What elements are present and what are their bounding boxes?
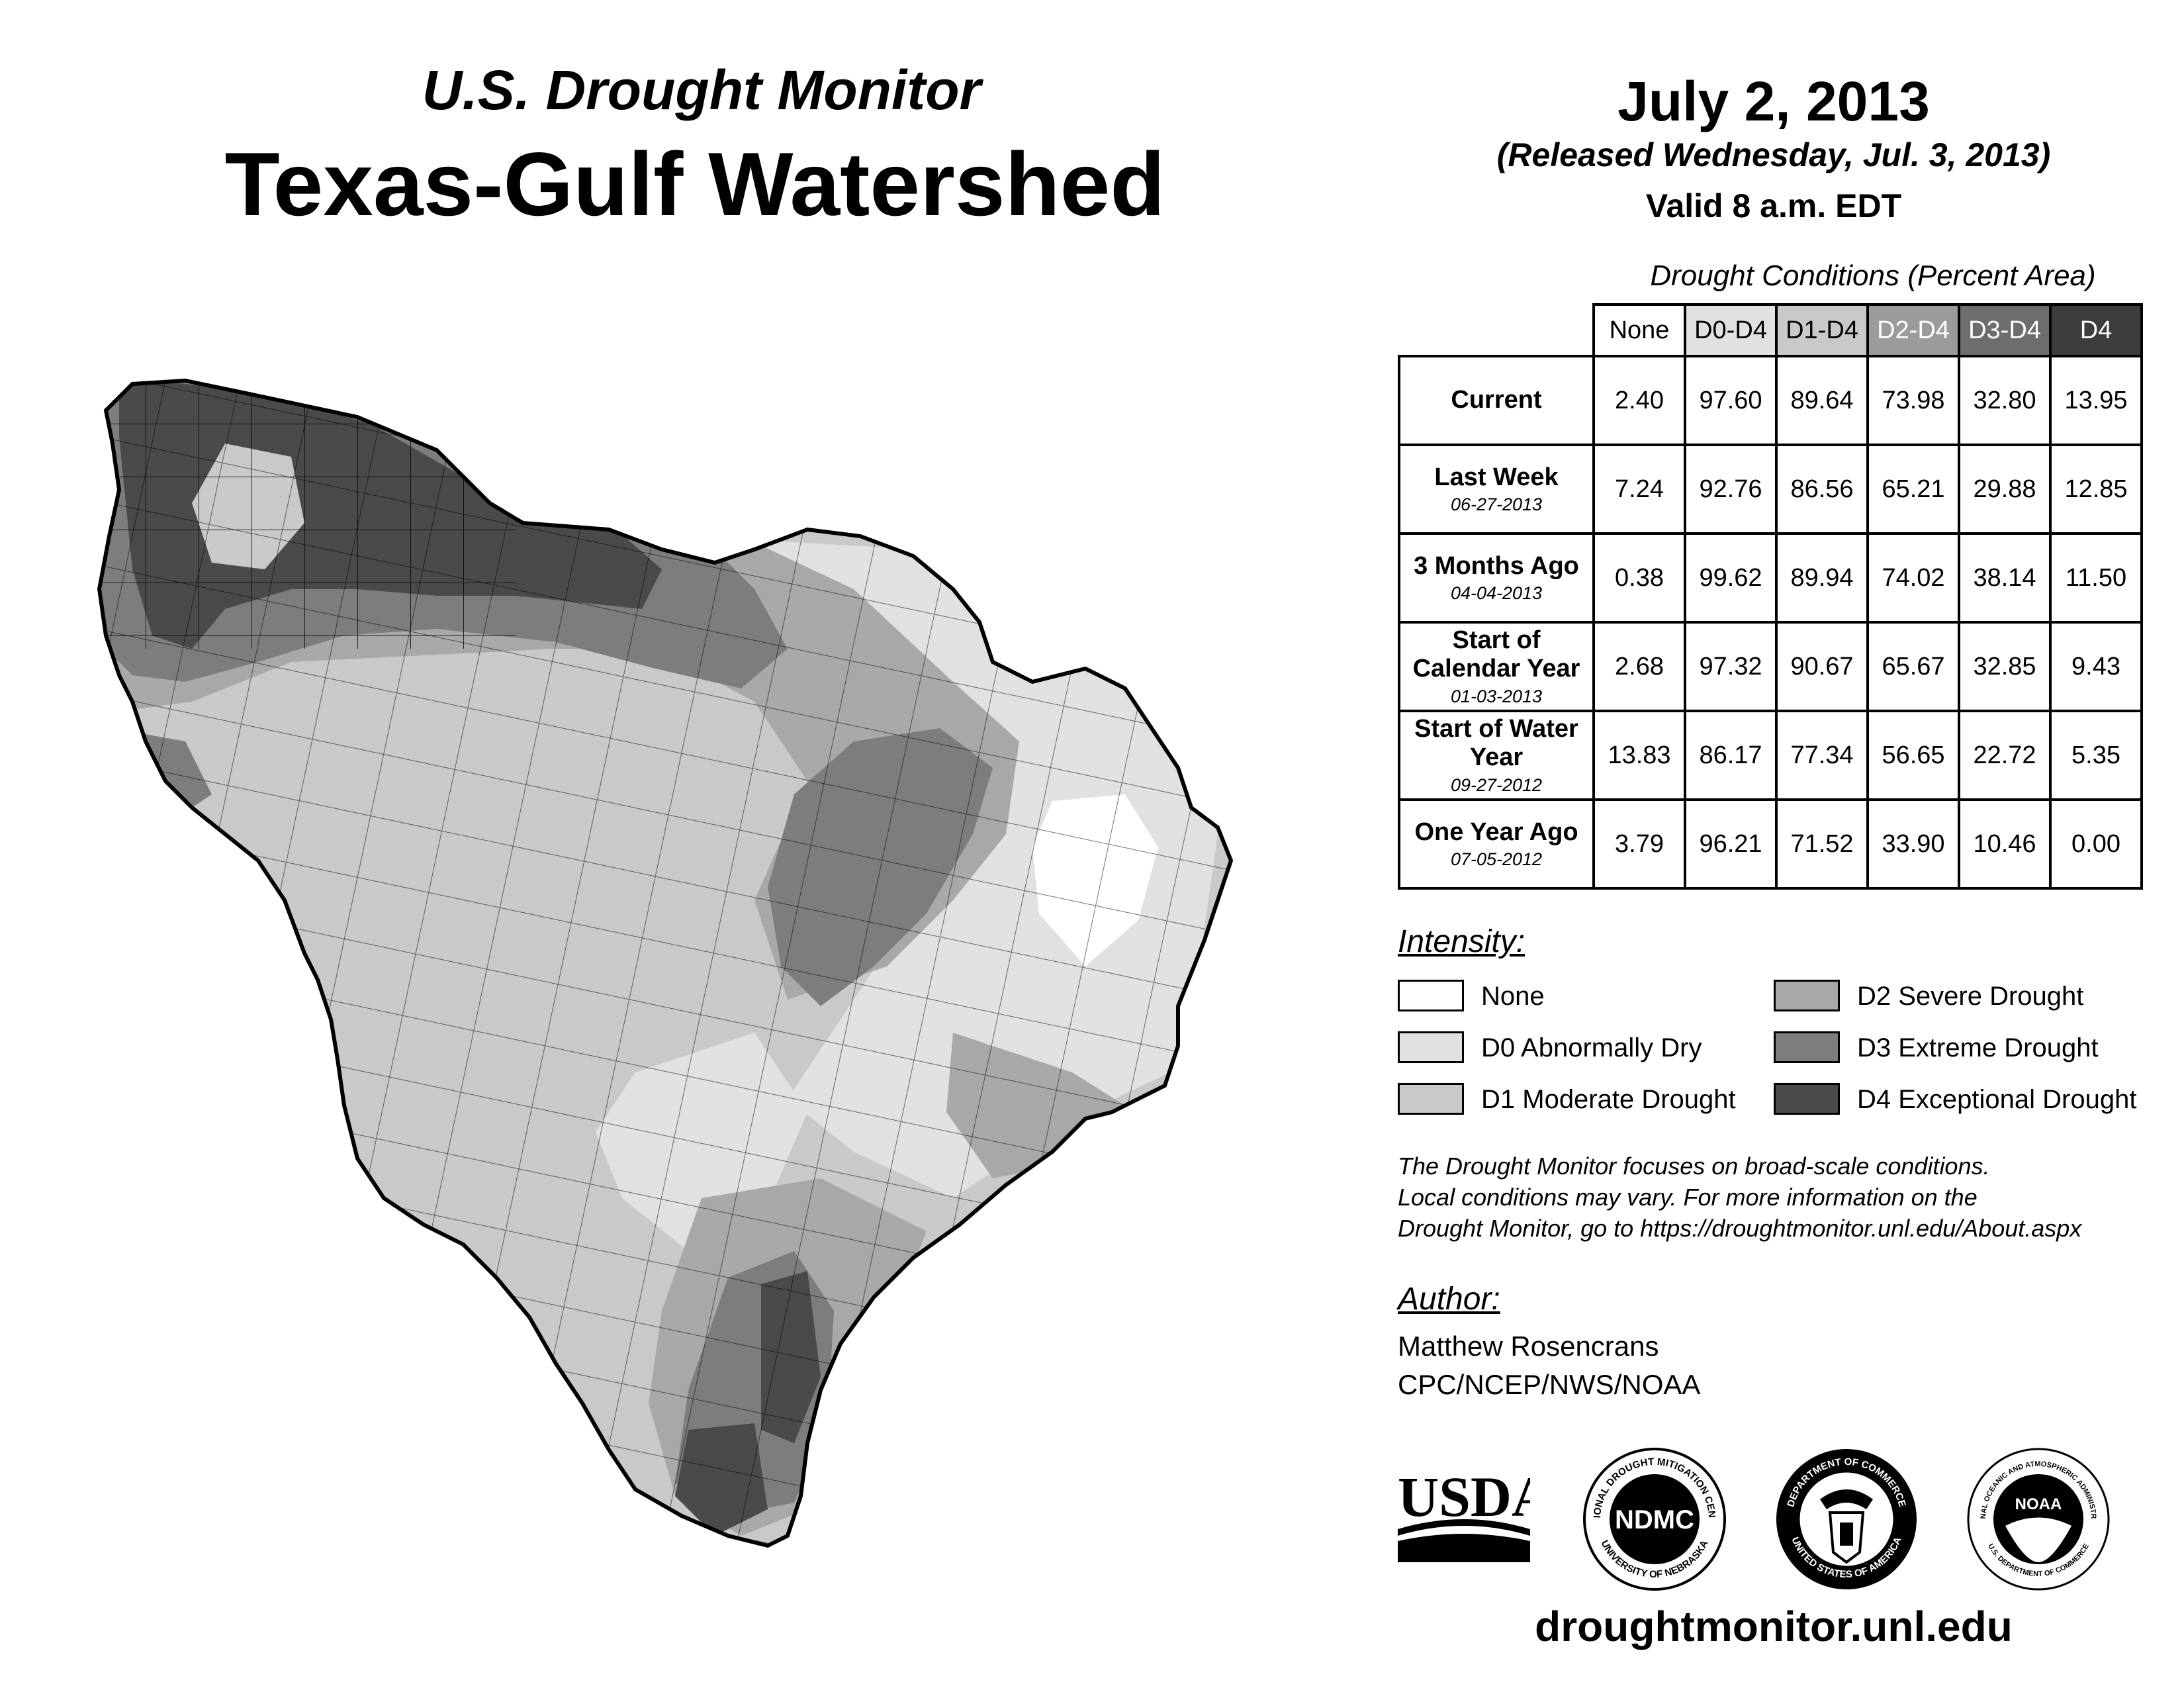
table-cell: 33.90 xyxy=(1866,798,1960,890)
table-cell: 86.56 xyxy=(1775,444,1869,535)
table-cell: 7.24 xyxy=(1592,444,1686,535)
drought-areas xyxy=(99,381,1231,1546)
table-cell: 22.72 xyxy=(1958,710,2052,801)
table-cell: 32.85 xyxy=(1958,621,2052,712)
author-org: CPC/NCEP/NWS/NOAA xyxy=(1398,1369,1701,1400)
table-cell: 86.17 xyxy=(1684,710,1778,801)
table-row: Start of Water Year 09-27-2012 13.83 86.1… xyxy=(1398,710,2143,801)
table-cell: 0.00 xyxy=(2049,798,2143,890)
table-cell: 5.35 xyxy=(2049,710,2143,801)
table-cell: 71.52 xyxy=(1775,798,1869,890)
legend-label-d1: D1 Moderate Drought xyxy=(1481,1085,1736,1114)
table-cell: 89.94 xyxy=(1775,532,1869,624)
legend-swatch-d3 xyxy=(1774,1031,1840,1063)
table-row: Current 2.40 97.60 89.64 73.98 32.80 13.… xyxy=(1398,355,2143,446)
table-cell: 92.76 xyxy=(1684,444,1778,535)
col-header-none: None xyxy=(1592,303,1686,357)
table-cell: 56.65 xyxy=(1866,710,1960,801)
table-cell: 29.88 xyxy=(1958,444,2052,535)
table-cell: 32.80 xyxy=(1958,355,2052,446)
disclaimer-note: The Drought Monitor focuses on broad-sca… xyxy=(1398,1150,2159,1244)
legend-label-d0: D0 Abnormally Dry xyxy=(1481,1033,1702,1062)
legend-label-none: None xyxy=(1481,982,1545,1011)
table-row: One Year Ago 07-05-2012 3.79 96.21 71.52 … xyxy=(1398,798,2143,890)
watershed-map xyxy=(97,378,1234,1548)
legend-swatch-d1 xyxy=(1398,1083,1464,1115)
col-header-d3-d4: D3-D4 xyxy=(1958,303,2052,357)
table-corner xyxy=(1399,305,1595,357)
table-cell: 3.79 xyxy=(1592,798,1686,890)
row-label: Last Week 06-27-2013 xyxy=(1398,444,1595,535)
release-date: (Released Wednesday, Jul. 3, 2013) xyxy=(1496,136,2051,173)
author-name: Matthew Rosencrans xyxy=(1398,1331,1659,1362)
author-block: Matthew Rosencrans CPC/NCEP/NWS/NOAA xyxy=(1398,1327,1700,1404)
svg-text:USDA: USDA xyxy=(1398,1465,1530,1528)
legend-label-d4: D4 Exceptional Drought xyxy=(1857,1085,2137,1114)
note-line: The Drought Monitor focuses on broad-sca… xyxy=(1398,1152,1990,1180)
table-cell: 74.02 xyxy=(1866,532,1960,624)
table-cell: 11.50 xyxy=(2049,532,2143,624)
row-label: Start of Calendar Year 01-03-2013 xyxy=(1398,621,1595,712)
table-cell: 96.21 xyxy=(1684,798,1778,890)
table-cell: 10.46 xyxy=(1958,798,2052,890)
table-cell: 12.85 xyxy=(2049,444,2143,535)
table-header-row: None D0-D4 D1-D4 D2-D4 D3-D4 D4 xyxy=(1399,303,2143,357)
table-cell: 9.43 xyxy=(2049,621,2143,712)
legend-swatch-d0 xyxy=(1398,1031,1464,1063)
row-label: Start of Water Year 09-27-2012 xyxy=(1398,710,1595,801)
legend-swatch-d2 xyxy=(1774,980,1840,1011)
table-cell: 97.60 xyxy=(1684,355,1778,446)
map-title: Texas-Gulf Watershed xyxy=(224,134,1165,234)
table-cell: 65.67 xyxy=(1866,621,1960,712)
note-line: Local conditions may vary. For more info… xyxy=(1398,1184,1978,1211)
table-cell: 0.38 xyxy=(1592,532,1686,624)
table-cell: 2.68 xyxy=(1592,621,1686,712)
svg-text:NDMC: NDMC xyxy=(1615,1505,1694,1534)
table-cell: 90.67 xyxy=(1775,621,1869,712)
table-cell: 13.83 xyxy=(1592,710,1686,801)
table-cell: 2.40 xyxy=(1592,355,1686,446)
legend-swatch-none xyxy=(1398,980,1464,1011)
usda-logo: USDA xyxy=(1398,1465,1530,1562)
col-header-d0-d4: D0-D4 xyxy=(1684,303,1778,357)
department-of-commerce-seal: DEPARTMENT OF COMMERCE UNITED STATES OF … xyxy=(1776,1449,1917,1589)
table-caption: Drought Conditions (Percent Area) xyxy=(1650,259,2096,292)
table-cell: 97.32 xyxy=(1684,621,1778,712)
drought-conditions-table: None D0-D4 D1-D4 D2-D4 D3-D4 D4 Current … xyxy=(1398,303,2143,890)
map-date: July 2, 2013 xyxy=(1617,70,1930,132)
legend-label-d3: D3 Extreme Drought xyxy=(1857,1033,2099,1062)
col-header-d4: D4 xyxy=(2049,303,2143,357)
table-row: Start of Calendar Year 01-03-2013 2.68 97… xyxy=(1398,621,2143,712)
table-cell: 77.34 xyxy=(1775,710,1869,801)
note-line: Drought Monitor, go to https://droughtmo… xyxy=(1398,1215,2082,1242)
legend-swatch-d4 xyxy=(1774,1083,1840,1115)
row-label: 3 Months Ago 04-04-2013 xyxy=(1398,532,1595,624)
table-cell: 13.95 xyxy=(2049,355,2143,446)
table-cell: 89.64 xyxy=(1775,355,1869,446)
row-label: Current xyxy=(1398,355,1595,446)
top-title: U.S. Drought Monitor xyxy=(422,59,981,121)
website-url[interactable]: droughtmonitor.unl.edu xyxy=(1535,1603,2013,1650)
legend-label-d2: D2 Severe Drought xyxy=(1857,982,2084,1011)
table-cell: 38.14 xyxy=(1958,532,2052,624)
table-cell: 65.21 xyxy=(1866,444,1960,535)
valid-time: Valid 8 a.m. EDT xyxy=(1645,187,1902,224)
svg-text:NOAA: NOAA xyxy=(2015,1495,2062,1513)
row-label: One Year Ago 07-05-2012 xyxy=(1398,798,1595,890)
legend-title: Intensity: xyxy=(1398,924,1525,959)
ndmc-logo: NATIONAL DROUGHT MITIGATION CENTER UNIVE… xyxy=(1582,1446,1726,1591)
table-row: 3 Months Ago 04-04-2013 0.38 99.62 89.94 … xyxy=(1398,532,2143,624)
table-cell: 73.98 xyxy=(1866,355,1960,446)
col-header-d2-d4: D2-D4 xyxy=(1866,303,1960,357)
noaa-logo: NATIONAL OCEANIC AND ATMOSPHERIC ADMINIS… xyxy=(1966,1446,2110,1591)
author-heading: Author: xyxy=(1398,1282,1500,1317)
table-cell: 99.62 xyxy=(1684,532,1778,624)
watershed-boundary xyxy=(97,378,1234,1548)
panhandle-county-lines xyxy=(99,381,516,649)
col-header-d1-d4: D1-D4 xyxy=(1775,303,1869,357)
table-row: Last Week 06-27-2013 7.24 92.76 86.56 65.… xyxy=(1398,444,2143,535)
